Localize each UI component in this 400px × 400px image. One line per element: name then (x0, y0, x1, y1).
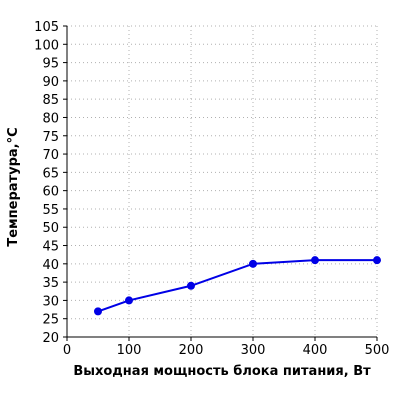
data-point (187, 281, 195, 290)
y-tick-label: 60 (42, 185, 59, 200)
x-tick-label: 0 (63, 343, 71, 358)
y-tick-label: 85 (42, 93, 59, 108)
y-tick-label: 55 (42, 203, 59, 218)
y-tick-label: 35 (42, 276, 59, 291)
y-axis-label: Температура,°C (6, 127, 21, 246)
x-tick-label: 100 (117, 343, 142, 358)
x-axis-label: Выходная мощность блока питания, Вт (73, 364, 371, 379)
y-tick-label: 75 (42, 130, 59, 145)
x-tick-label: 400 (303, 343, 328, 358)
y-tick-label: 105 (34, 20, 59, 35)
y-tick-label: 30 (42, 294, 59, 309)
y-tick-label: 70 (42, 148, 59, 163)
x-tick-label: 300 (241, 343, 266, 358)
series-line (97, 259, 377, 313)
y-tick-label: 90 (42, 75, 59, 90)
y-tick-label: 95 (42, 57, 59, 72)
series-layer (94, 256, 381, 316)
x-tick-label: 500 (365, 343, 390, 358)
tick-labels: 0 100 200 300 400 500 20 25 30 35 40 45 50 55 60 65 70 75… (34, 20, 389, 358)
y-tick-label: 20 (42, 331, 59, 346)
y-tick-label: 45 (42, 240, 59, 255)
data-point (311, 256, 319, 265)
y-tick-label: 100 (34, 38, 59, 53)
grid-lines (67, 25, 378, 337)
data-point (125, 296, 133, 305)
data-point (94, 307, 102, 316)
y-tick-label: 25 (42, 313, 59, 328)
x-tick-label: 200 (179, 343, 204, 358)
data-point (373, 256, 381, 265)
y-tick-label: 50 (42, 221, 59, 236)
y-tick-label: 65 (42, 166, 59, 181)
y-tick-label: 40 (42, 258, 59, 273)
y-tick-label: 80 (42, 111, 59, 126)
data-point (249, 259, 257, 268)
axes (63, 25, 378, 341)
